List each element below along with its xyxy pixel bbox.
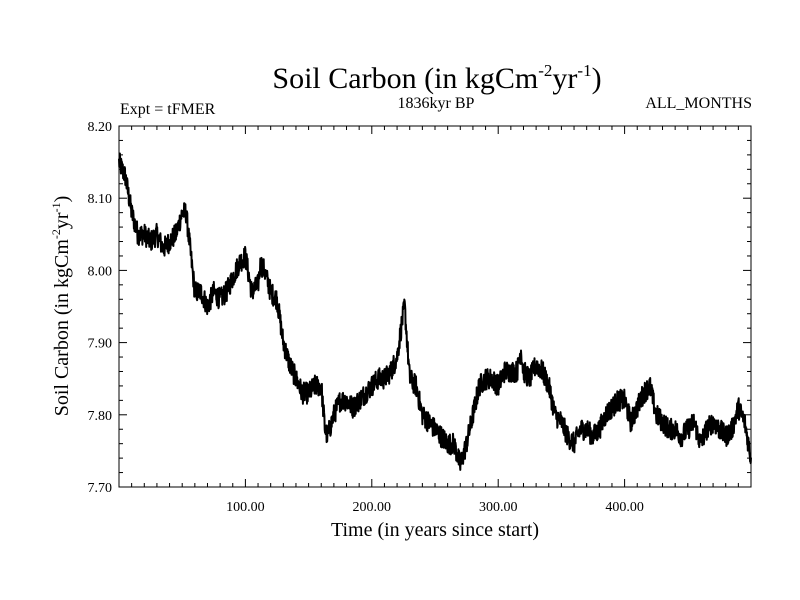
- x-axis-ticks: 100.00 200.00 300.00 400.00: [226, 126, 644, 515]
- y-tick-label: 7.70: [88, 481, 113, 496]
- y-tick-label: 7.80: [88, 409, 113, 424]
- x-minor-ticks: [131, 126, 739, 487]
- x-tick-label: 400.00: [605, 500, 644, 515]
- experiment-label: Expt = tFMER: [120, 101, 216, 118]
- x-axis-title: Time (in years since start): [331, 519, 539, 541]
- y-tick-label: 7.90: [88, 337, 113, 352]
- x-tick-label: 200.00: [353, 500, 392, 515]
- x-tick-label: 300.00: [479, 500, 518, 515]
- months-label: ALL_MONTHS: [645, 95, 752, 112]
- series-line: [118, 152, 752, 471]
- y-axis-ticks: 7.70 7.80 7.90 8.00 8.10 8.20: [88, 120, 751, 496]
- x-tick-label: 100.00: [226, 500, 265, 515]
- y-tick-label: 8.10: [88, 192, 113, 207]
- y-tick-label: 8.20: [88, 120, 113, 135]
- y-axis-title: Soil Carbon (in kgCm-2yr-1): [49, 196, 73, 417]
- chart-title: Soil Carbon (in kgCm-2yr-1): [272, 61, 601, 95]
- period-label: 1836kyr BP: [398, 95, 475, 112]
- y-tick-label: 8.00: [88, 264, 113, 279]
